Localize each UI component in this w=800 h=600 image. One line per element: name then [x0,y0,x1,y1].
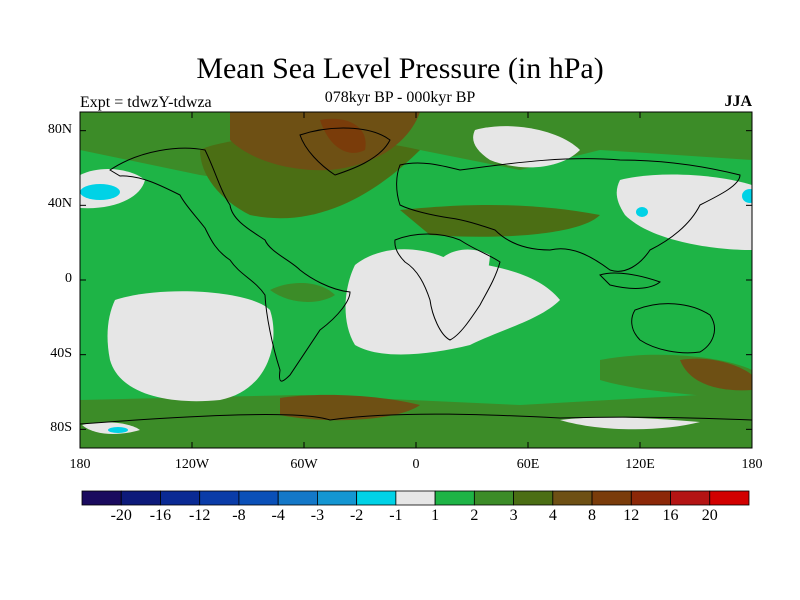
brown-patch-tasman [680,358,752,391]
coast-antarctica [80,413,752,425]
chart-title: Mean Sea Level Pressure (in hPa) [196,52,604,85]
colorbar-swatch [277,490,318,506]
cyan-patch-west-pacific [80,184,120,200]
lat-label: 40N [47,196,72,212]
colorbar-swatch [199,490,240,506]
light-patch-antarctic [560,417,700,430]
lon-label: 120W [174,457,210,472]
cyan-patch-east-pacific [742,189,752,203]
coast-australia [631,303,715,354]
brown-region-greenland [230,112,420,171]
pressure-field [80,112,752,448]
colorbar-swatch [395,490,436,506]
colorbar-label: -2 [349,507,364,524]
cyan-patch-japan [636,207,648,217]
coast-greenland [299,127,391,176]
colorbar-swatch [434,490,475,506]
colorbar-swatch [513,490,554,506]
colorbar-swatch [317,490,358,506]
lat-label: 80S [50,420,72,436]
colorbar-swatch [670,490,711,506]
colorbar-label: 2 [470,507,479,524]
colorbar-swatch [473,490,514,506]
lat-label: 80N [47,121,72,137]
lat-label: 40S [50,345,72,361]
darkolive-region-asia [400,205,600,237]
lon-label: 180 [69,457,91,472]
lon-label: 120E [625,457,655,472]
coastlines [80,127,752,425]
colorbar-swatch [238,490,279,506]
light-region-north-pacific [616,174,752,250]
darkbrown-core-greenland [320,118,366,153]
axis-ticks [79,112,753,448]
coast-indonesia [599,272,662,289]
colorbar-swatch [552,490,593,506]
colorbar-label: 20 [701,507,718,524]
colorbar-label: 3 [509,507,518,524]
colorbar-swatch [120,490,161,506]
colorbar-label: -3 [310,507,325,524]
brown-region-antarctic [280,394,420,421]
colorbar-label: 8 [588,507,597,524]
cyan-patch-antarctic [108,427,128,433]
light-region-africa [440,249,490,301]
light-region-south-atlantic [345,249,560,355]
colorbar [81,490,750,506]
colorbar-label: 16 [662,507,679,524]
colorbar-label: -20 [110,507,132,524]
colorbar-label: -16 [149,507,172,524]
coast-africa [394,233,501,341]
colorbar-swatch [160,490,201,506]
colorbar-label: 4 [548,507,557,524]
colorbar-label: 12 [623,507,640,524]
colorbar-label: -12 [189,507,211,524]
colorbar-label: -8 [232,507,246,524]
coast-eurasia [396,158,741,272]
colorbar-label: 1 [431,507,440,524]
colorbar-swatch [630,490,671,506]
colorbar-label: -1 [389,507,403,524]
period-label: 078kyr BP - 000kyr BP [324,89,476,106]
colorbar-swatch [356,490,397,506]
lon-label: 60E [516,457,540,472]
light-region-south-pacific [107,291,274,402]
lon-label: 60W [290,457,318,472]
coast-americas [109,147,351,382]
light-region-siberia [473,126,580,168]
lat-label: 0 [65,271,72,286]
colorbar-swatch [709,490,750,506]
season-label: JJA [724,93,752,110]
colorbar-swatch [591,490,632,506]
colorbar-label: -4 [271,507,285,524]
colorbar-swatch [81,490,122,506]
lon-label: 180 [741,457,763,472]
experiment-label: Expt = tdwzY-tdwza [80,94,212,111]
olive-patch-brazil [270,283,335,302]
lon-label: 0 [412,457,420,472]
